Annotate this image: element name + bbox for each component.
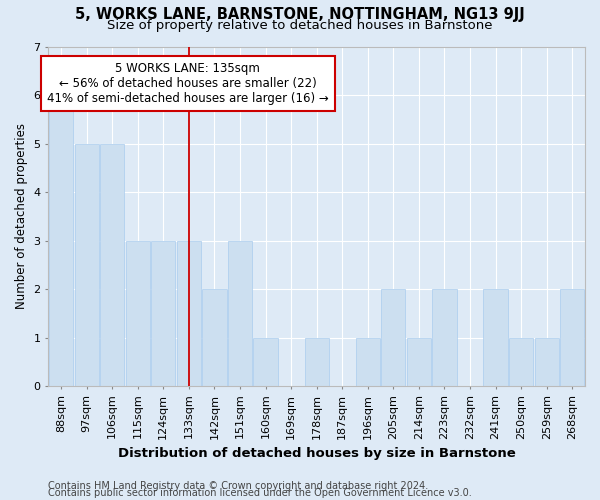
Bar (228, 240, 252, 386)
Bar (484, 289, 508, 386)
Bar (381, 289, 406, 386)
Bar (509, 338, 533, 386)
Text: Size of property relative to detached houses in Barnstone: Size of property relative to detached ho… (107, 19, 493, 32)
Bar (407, 338, 431, 386)
Y-axis label: Number of detached properties: Number of detached properties (15, 124, 28, 310)
Bar (433, 289, 457, 386)
Bar (253, 338, 278, 386)
Bar (74, 144, 99, 386)
Text: 5, WORKS LANE, BARNSTONE, NOTTINGHAM, NG13 9JJ: 5, WORKS LANE, BARNSTONE, NOTTINGHAM, NG… (75, 8, 525, 22)
X-axis label: Distribution of detached houses by size in Barnstone: Distribution of detached houses by size … (118, 447, 515, 460)
Bar (560, 289, 584, 386)
Bar (151, 240, 175, 386)
Bar (100, 144, 124, 386)
Text: Contains HM Land Registry data © Crown copyright and database right 2024.: Contains HM Land Registry data © Crown c… (48, 481, 428, 491)
Text: 5 WORKS LANE: 135sqm
← 56% of detached houses are smaller (22)
41% of semi-detac: 5 WORKS LANE: 135sqm ← 56% of detached h… (47, 62, 329, 105)
Bar (177, 240, 201, 386)
Bar (125, 240, 150, 386)
Bar (305, 338, 329, 386)
Bar (49, 95, 73, 386)
Bar (202, 289, 227, 386)
Text: Contains public sector information licensed under the Open Government Licence v3: Contains public sector information licen… (48, 488, 472, 498)
Bar (356, 338, 380, 386)
Bar (535, 338, 559, 386)
